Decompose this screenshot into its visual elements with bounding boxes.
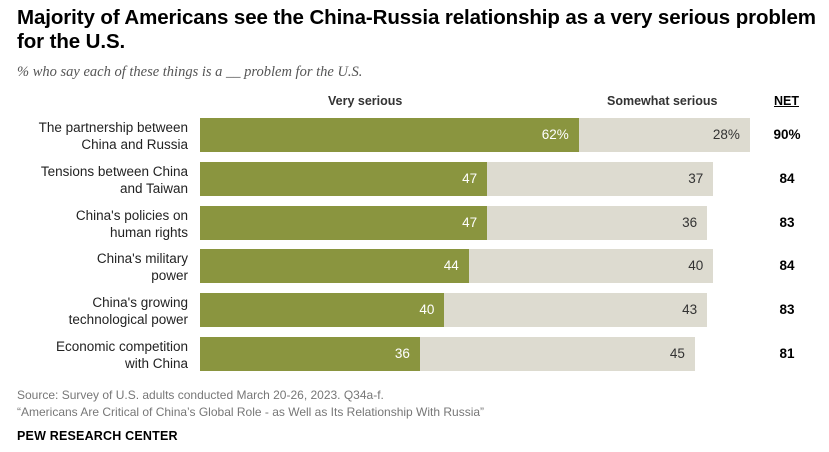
source-note: Source: Survey of U.S. adults conducted …	[17, 387, 484, 421]
category-label: China's military power	[0, 250, 188, 284]
data-label-somewhat-serious: 36	[682, 214, 698, 230]
bar-very-serious	[200, 293, 445, 328]
bar-very-serious	[200, 205, 488, 240]
report-title-line: “Americans Are Critical of China’s Globa…	[17, 405, 485, 419]
data-label-somewhat-serious: 45	[669, 346, 685, 361]
source-line: Source: Survey of U.S. adults conducted …	[17, 388, 384, 402]
data-label-very-serious: 40	[419, 302, 435, 318]
bar-somewhat-serious	[444, 293, 708, 328]
chart-subtitle: % who say each of these things is a __ p…	[17, 64, 363, 80]
bar-very-serious	[200, 337, 420, 371]
bar-somewhat-serious	[487, 205, 708, 240]
data-label-somewhat-serious: 37	[688, 170, 704, 186]
net-value: 83	[779, 214, 795, 230]
data-label-very-serious: 62%	[541, 127, 569, 142]
category-label: China's growing technological power	[0, 294, 188, 328]
bar-somewhat-serious	[468, 249, 714, 284]
net-value: 90%	[773, 127, 801, 142]
data-label-somewhat-serious: 28%	[712, 127, 740, 142]
category-label-line: and Taiwan	[119, 180, 188, 196]
category-label-line: The partnership between	[38, 120, 188, 135]
net-value: 84	[779, 170, 795, 186]
chart-title: Majority of Americans see the China-Russ…	[17, 6, 816, 53]
category-label-line: power	[151, 268, 188, 284]
data-label-very-serious: 47	[462, 170, 478, 186]
category-label-line: China's growing	[92, 295, 188, 311]
net-value: 84	[779, 258, 795, 274]
data-label-very-serious: 36	[394, 346, 410, 361]
bar-very-serious	[200, 249, 469, 284]
data-label-somewhat-serious: 43	[682, 302, 698, 318]
bar-somewhat-serious	[578, 118, 750, 152]
category-label: The partnership between China and Russia	[0, 119, 188, 153]
category-label-line: human rights	[109, 224, 188, 240]
bar-very-serious	[200, 118, 579, 152]
category-label-line: China's policies on	[75, 207, 188, 223]
data-label-very-serious: 47	[462, 214, 478, 230]
category-label: Economic competition with China	[0, 338, 188, 372]
category-label-line: China's military	[96, 251, 188, 267]
bar-somewhat-serious	[419, 337, 695, 371]
legend-very-serious: Very serious	[328, 94, 403, 108]
category-label-line: technological power	[68, 312, 188, 328]
category-label-line: Economic competition	[55, 339, 188, 354]
category-label-line: Tensions between China	[40, 163, 188, 179]
category-label-line: China and Russia	[81, 137, 188, 152]
pew-logo-text: PEW RESEARCH CENTER	[17, 429, 178, 443]
bar-very-serious	[200, 161, 488, 196]
data-label-very-serious: 44	[443, 258, 459, 274]
category-label-line: with China	[124, 356, 188, 371]
data-label-somewhat-serious: 40	[688, 258, 704, 274]
category-label: Tensions between China and Taiwan	[0, 163, 188, 197]
category-label: China's policies on human rights	[0, 207, 188, 241]
net-value: 81	[779, 346, 795, 361]
net-column-header: NET	[774, 94, 799, 108]
net-value: 83	[779, 302, 795, 318]
legend-somewhat-serious: Somewhat serious	[607, 94, 718, 108]
bar-somewhat-serious	[487, 161, 714, 196]
